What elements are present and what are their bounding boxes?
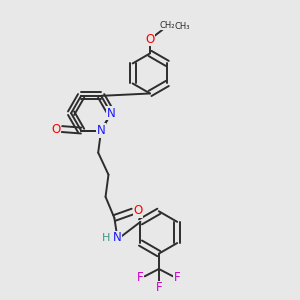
Text: CH₂: CH₂ bbox=[159, 21, 175, 30]
Text: O: O bbox=[133, 204, 142, 218]
Text: F: F bbox=[137, 271, 144, 284]
Text: F: F bbox=[155, 281, 162, 294]
Text: O: O bbox=[51, 123, 61, 136]
Text: F: F bbox=[174, 271, 180, 284]
Text: N: N bbox=[97, 124, 106, 137]
Text: CH₃: CH₃ bbox=[175, 22, 190, 32]
Text: H: H bbox=[102, 233, 110, 243]
Text: N: N bbox=[113, 231, 122, 244]
Text: O: O bbox=[146, 33, 154, 46]
Text: N: N bbox=[107, 107, 116, 120]
